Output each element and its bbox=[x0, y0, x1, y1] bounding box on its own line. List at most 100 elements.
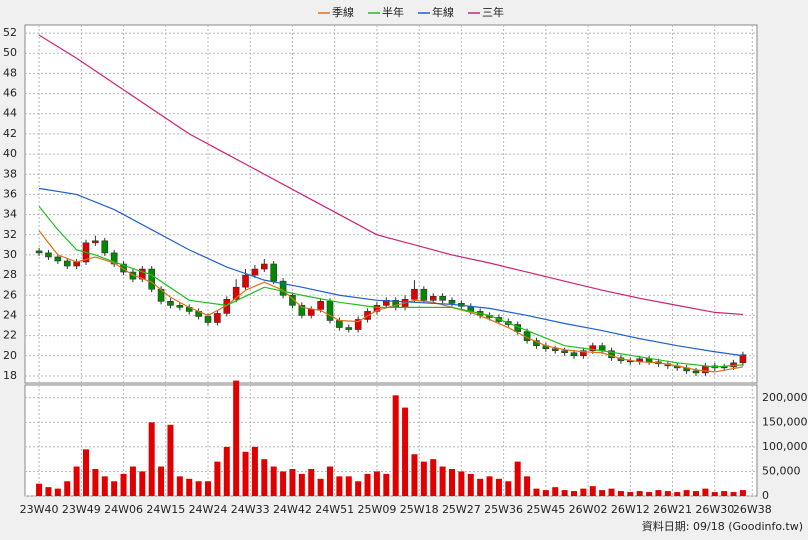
volume-bar bbox=[233, 380, 240, 496]
x-tick-label: 25W36 bbox=[484, 503, 523, 516]
candle-body bbox=[54, 256, 62, 262]
candle-body bbox=[317, 301, 324, 310]
volume-bar bbox=[54, 488, 61, 496]
x-tick-label: 24W24 bbox=[189, 503, 228, 516]
candle-body bbox=[214, 313, 221, 323]
volume-bar bbox=[82, 449, 90, 496]
candle-body bbox=[63, 260, 71, 267]
volume-bar bbox=[92, 468, 99, 496]
volume-bar bbox=[617, 491, 624, 496]
volume-bar bbox=[524, 476, 531, 496]
volume-bar bbox=[420, 461, 427, 496]
volume-bar bbox=[383, 473, 390, 496]
y-tick-label: 40 bbox=[3, 147, 17, 160]
volume-bar bbox=[599, 490, 606, 496]
y-tick-label: 20 bbox=[3, 349, 17, 362]
volume-bar bbox=[411, 454, 418, 496]
volume-bar bbox=[458, 471, 465, 496]
legend-label: 半年 bbox=[382, 5, 404, 19]
volume-bar bbox=[36, 483, 43, 496]
y-tick-label: 52 bbox=[3, 26, 17, 39]
candle-body bbox=[45, 252, 52, 258]
volume-bar bbox=[739, 490, 746, 496]
volume-bar bbox=[674, 492, 681, 496]
candle-body bbox=[720, 366, 728, 369]
volume-bar bbox=[373, 471, 380, 496]
x-tick-label: 23W40 bbox=[20, 503, 59, 516]
y-tick-label: 28 bbox=[3, 268, 17, 281]
x-tick-label: 24W15 bbox=[146, 503, 185, 516]
volume-bar bbox=[45, 487, 52, 496]
y-tick-label: 42 bbox=[3, 127, 17, 140]
candle-body bbox=[561, 350, 568, 354]
volume-bar bbox=[298, 473, 305, 496]
candle-body bbox=[448, 300, 456, 304]
volume-bar bbox=[289, 468, 296, 496]
candle-body bbox=[570, 352, 578, 357]
volume-bar bbox=[176, 476, 183, 496]
volume-bar bbox=[542, 490, 549, 496]
x-tick-label: 25W18 bbox=[400, 503, 439, 516]
candle-body bbox=[242, 274, 249, 288]
candle-body bbox=[645, 358, 653, 363]
volume-bar bbox=[345, 476, 352, 496]
volume-bar bbox=[261, 459, 268, 496]
volume-bar bbox=[570, 491, 578, 496]
y2-tick-label: 50,000 bbox=[762, 464, 801, 477]
y-tick-label: 44 bbox=[3, 107, 17, 120]
candle-body bbox=[92, 240, 99, 244]
volume-bar bbox=[439, 466, 446, 496]
candle-body bbox=[251, 268, 259, 276]
x-tick-label: 25W45 bbox=[526, 503, 565, 516]
x-tick-label: 26W02 bbox=[569, 503, 608, 516]
x-tick-label: 26W38 bbox=[733, 503, 772, 516]
candle-body bbox=[345, 327, 353, 330]
footnote: 資料日期: 09/18 (Goodinfo.tw) bbox=[642, 519, 803, 533]
price-panel bbox=[24, 24, 758, 384]
candle-body bbox=[336, 320, 343, 328]
volume-bar bbox=[561, 490, 568, 496]
candle-body bbox=[580, 350, 587, 357]
x-tick-label: 25W27 bbox=[442, 503, 481, 516]
volume-bar bbox=[139, 471, 146, 496]
volume-bar bbox=[467, 473, 474, 496]
candle-body bbox=[101, 240, 109, 254]
y2-tick-label: 100,000 bbox=[762, 440, 808, 453]
candle-body bbox=[739, 354, 747, 364]
x-tick-label: 25W09 bbox=[357, 503, 396, 516]
volume-bar bbox=[101, 476, 108, 496]
volume-bar bbox=[721, 491, 728, 496]
volume-bar bbox=[711, 492, 718, 496]
candle-body bbox=[411, 288, 418, 300]
legend-label: 年線 bbox=[432, 5, 454, 19]
candle-body bbox=[176, 305, 184, 308]
candle-body bbox=[429, 295, 437, 301]
volume-bar bbox=[683, 490, 690, 496]
moving-average-line bbox=[38, 206, 743, 368]
y-tick-label: 32 bbox=[3, 228, 17, 241]
candle-body bbox=[298, 305, 306, 316]
volume-bar bbox=[477, 478, 484, 496]
volume-bar bbox=[308, 468, 315, 496]
y-tick-label: 22 bbox=[3, 329, 17, 342]
candle-body bbox=[420, 288, 428, 301]
volume-bar bbox=[204, 481, 212, 496]
volume-bar bbox=[148, 422, 155, 496]
x-tick-label: 24W51 bbox=[315, 503, 354, 516]
x-tick-label: 24W42 bbox=[273, 503, 312, 516]
volume-bar bbox=[336, 476, 343, 496]
y2-tick-label: 150,000 bbox=[762, 415, 808, 428]
x-tick-label: 24W33 bbox=[231, 503, 270, 516]
legend-label: 三年 bbox=[482, 5, 504, 19]
y-tick-label: 46 bbox=[3, 87, 17, 100]
volume-bar bbox=[392, 395, 399, 496]
volume-bar bbox=[317, 478, 324, 496]
volume-bar bbox=[430, 459, 437, 496]
volume-bar bbox=[326, 466, 334, 496]
candle-body bbox=[279, 280, 287, 296]
candle-body bbox=[167, 301, 174, 306]
x-tick-label: 23W49 bbox=[62, 503, 101, 516]
y2-tick-label: 0 bbox=[762, 489, 769, 502]
candle-body bbox=[35, 250, 43, 254]
